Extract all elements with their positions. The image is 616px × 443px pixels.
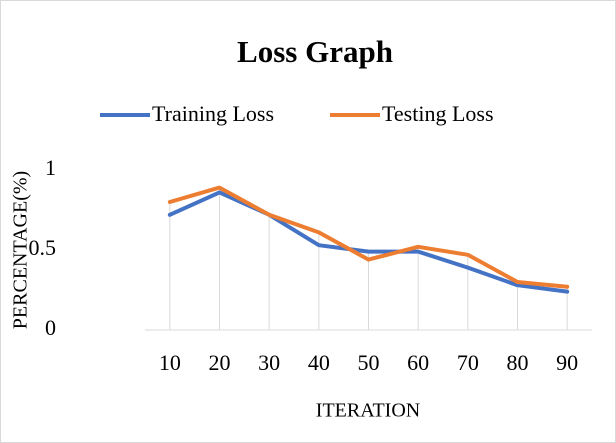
x-tick-label: 10 <box>159 350 181 375</box>
x-tick-label: 80 <box>507 350 529 375</box>
x-tick-label: 70 <box>457 350 479 375</box>
y-tick-label: 1 <box>45 155 56 180</box>
legend-label: Training Loss <box>152 101 274 126</box>
x-axis-label: ITERATION <box>316 400 420 422</box>
y-axis-label: PERCENTAGE(%) <box>10 171 32 329</box>
series-line <box>167 190 570 294</box>
x-tick-label: 90 <box>556 350 578 375</box>
x-tick-label: 40 <box>308 350 330 375</box>
x-tick-label: 30 <box>258 350 280 375</box>
x-tick-label: 20 <box>209 350 231 375</box>
y-tick-label: 0 <box>45 315 56 340</box>
chart-title: Loss Graph <box>237 34 393 69</box>
legend-label: Testing Loss <box>382 101 494 126</box>
x-tick-label: 60 <box>407 350 429 375</box>
y-tick-label: 0.5 <box>29 235 57 260</box>
x-tick-label: 50 <box>358 350 380 375</box>
series-line <box>167 185 570 289</box>
